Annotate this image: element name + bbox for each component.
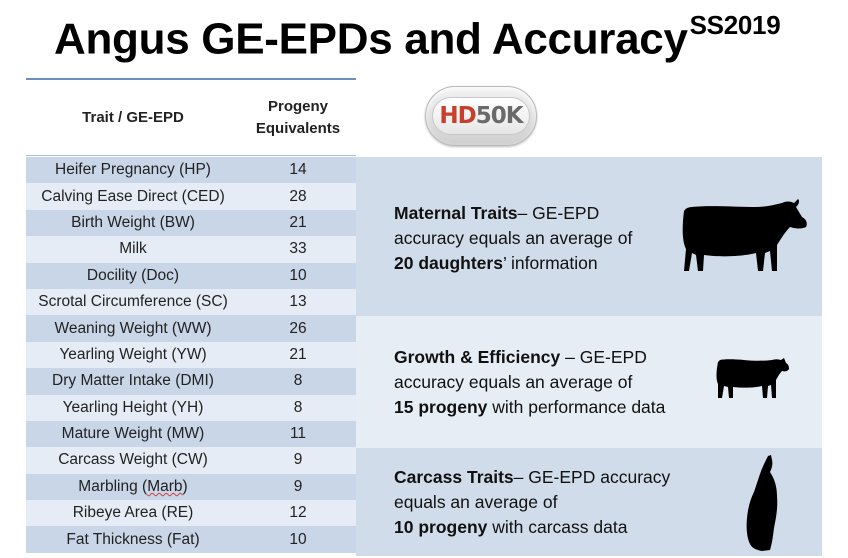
table-row: Fat Thickness (Fat) 10	[26, 526, 356, 553]
column-header-progeny: Progeny Equivalents	[255, 98, 341, 137]
maternal-traits-panel: Maternal Traits– GE-EPD accuracy equals …	[356, 157, 822, 316]
trait-name: Yearling Weight (YW)	[26, 341, 240, 369]
table-row: Ribeye Area (RE) 12	[26, 500, 356, 527]
trait-name: Carcass Weight (CW)	[26, 447, 240, 474]
progeny-equivalent: 9	[240, 473, 356, 501]
table-row: Birth Weight (BW) 21	[26, 209, 356, 237]
trait-name: Yearling Height (YH)	[26, 394, 240, 421]
table-row: Docility (Doc) 10	[26, 262, 356, 289]
progeny-equivalent: 9	[240, 447, 356, 474]
hd50k-logo: HD 50K	[425, 86, 537, 146]
growth-efficiency-text: Growth & Efficiency – GE-EPD accuracy eq…	[394, 347, 666, 417]
carcass-traits-panel: Carcass Traits– GE-EPD accuracy equals a…	[356, 448, 822, 556]
table-row: Mature Weight (MW) 11	[26, 420, 356, 448]
title-divider	[26, 78, 356, 80]
page-title: Angus GE-EPDs and AccuracySS2019	[54, 10, 781, 64]
progeny-equivalent: 28	[240, 183, 356, 210]
progeny-equivalent: 21	[240, 209, 356, 237]
table-row: Dry Matter Intake (DMI) 8	[26, 368, 356, 395]
column-header-trait: Trait / GE-EPD	[82, 109, 184, 126]
maternal-traits-text: Maternal Traits– GE-EPD accuracy equals …	[394, 203, 633, 273]
header-divider	[26, 155, 356, 156]
carcass-icon	[746, 455, 778, 551]
table-row: Calving Ease Direct (CED) 28	[26, 183, 356, 210]
progeny-equivalent: 8	[240, 368, 356, 395]
trait-table: Heifer Pregnancy (HP) 14 Calving Ease Dir…	[26, 157, 356, 553]
progeny-equivalent: 8	[240, 394, 356, 421]
trait-name: Ribeye Area (RE)	[26, 500, 240, 527]
table-row: Yearling Weight (YW) 21	[26, 341, 356, 369]
trait-name: Marbling (Marb)	[26, 473, 240, 501]
steer-icon	[716, 358, 789, 398]
table-row: Weaning Weight (WW) 26	[26, 315, 356, 342]
progeny-equivalent: 12	[240, 500, 356, 527]
trait-name: Weaning Weight (WW)	[26, 315, 240, 342]
trait-name: Calving Ease Direct (CED)	[26, 183, 240, 210]
progeny-equivalent: 26	[240, 315, 356, 342]
trait-name: Docility (Doc)	[26, 262, 240, 289]
trait-name: Fat Thickness (Fat)	[26, 526, 240, 553]
trait-name: Scrotal Circumference (SC)	[26, 288, 240, 316]
progeny-equivalent: 13	[240, 288, 356, 316]
progeny-equivalent: 33	[240, 236, 356, 263]
progeny-equivalent: 14	[240, 157, 356, 184]
growth-efficiency-panel: Growth & Efficiency – GE-EPD accuracy eq…	[356, 316, 822, 448]
table-row: Marbling (Marb) 9	[26, 473, 356, 501]
trait-name: Heifer Pregnancy (HP)	[26, 157, 240, 184]
table-row: Scrotal Circumference (SC) 13	[26, 288, 356, 316]
trait-name: Dry Matter Intake (DMI)	[26, 368, 240, 395]
table-row: Milk 33	[26, 236, 356, 263]
trait-name: Milk	[26, 236, 240, 263]
carcass-traits-text: Carcass Traits– GE-EPD accuracy equals a…	[394, 467, 671, 537]
spellcheck-underlined-word: Marb	[147, 477, 183, 495]
progeny-equivalent: 21	[240, 341, 356, 369]
progeny-equivalent: 10	[240, 262, 356, 289]
trait-name: Mature Weight (MW)	[26, 420, 240, 448]
table-row: Carcass Weight (CW) 9	[26, 447, 356, 474]
trait-name: Birth Weight (BW)	[26, 209, 240, 237]
table-row: Heifer Pregnancy (HP) 14	[26, 157, 356, 184]
progeny-equivalent: 10	[240, 526, 356, 553]
cow-icon	[682, 199, 807, 271]
table-row: Yearling Height (YH) 8	[26, 394, 356, 421]
progeny-equivalent: 11	[240, 420, 356, 448]
title-superscript: SS2019	[689, 10, 781, 40]
